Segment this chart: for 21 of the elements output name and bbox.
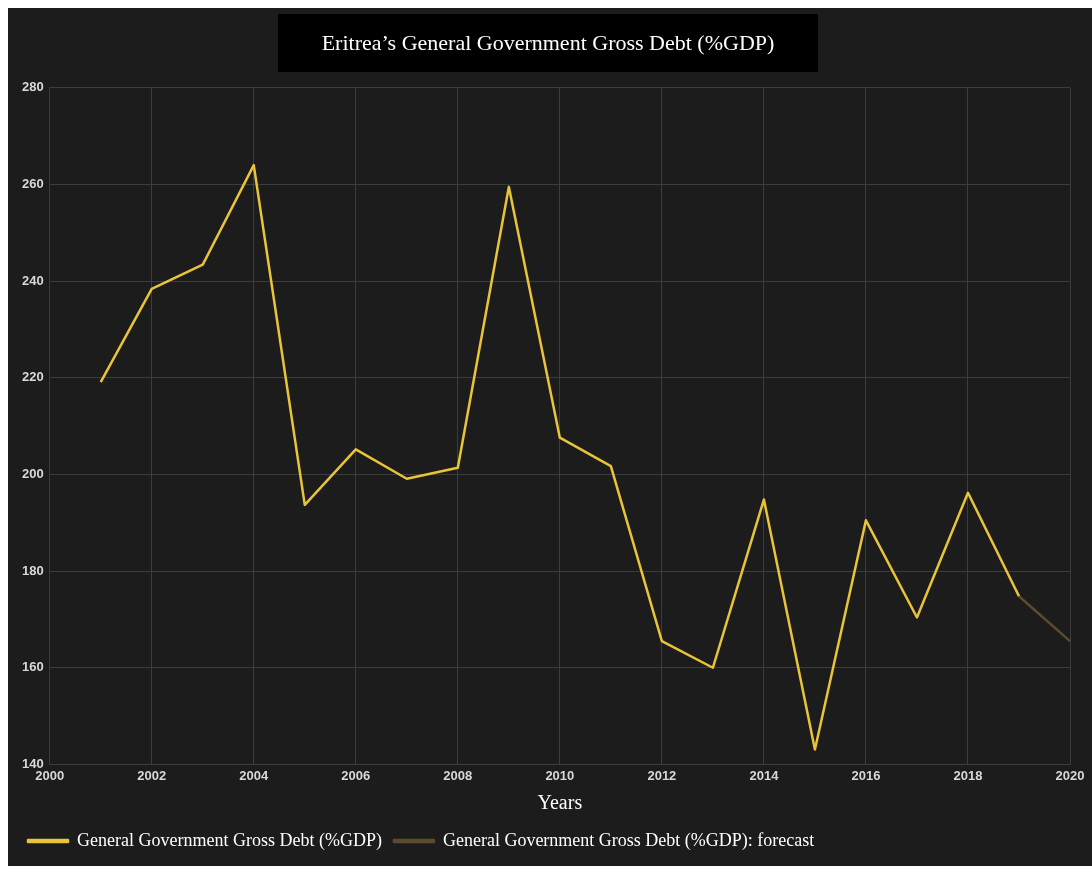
x-tick-label: 2014 <box>749 767 780 783</box>
x-tick-label: 2018 <box>953 767 983 783</box>
x-tick-label: 2012 <box>647 767 677 783</box>
x-tick-label: 2006 <box>341 767 371 783</box>
chart-title: Eritrea’s General Government Gross Debt (%GDP) <box>278 14 818 72</box>
x-axis-title: Years <box>537 791 583 814</box>
x-tick-label: 2004 <box>239 767 269 783</box>
y-tick-label: 220 <box>21 369 44 385</box>
y-tick-label: 160 <box>21 659 44 675</box>
x-tick-label: 2008 <box>443 767 473 783</box>
y-tick-label: 260 <box>21 176 44 192</box>
y-tick-label: 240 <box>21 272 44 288</box>
legend-label: General Government Gross Debt (%GDP) <box>77 829 382 851</box>
x-tick-label: 2020 <box>1055 767 1085 783</box>
y-tick-label: 180 <box>21 562 44 578</box>
y-tick-label: 280 <box>21 79 44 95</box>
x-tick-label: 2010 <box>545 767 575 783</box>
x-tick-label: 2002 <box>137 767 167 783</box>
legend-label: General Government Gross Debt (%GDP): forecast <box>442 829 815 851</box>
y-tick-label: 200 <box>21 466 44 482</box>
x-tick-label: 2016 <box>851 767 881 783</box>
